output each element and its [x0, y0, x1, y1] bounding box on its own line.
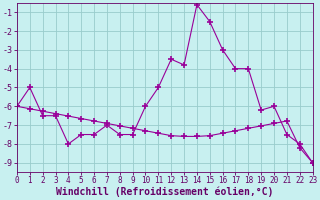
X-axis label: Windchill (Refroidissement éolien,°C): Windchill (Refroidissement éolien,°C) [56, 187, 274, 197]
